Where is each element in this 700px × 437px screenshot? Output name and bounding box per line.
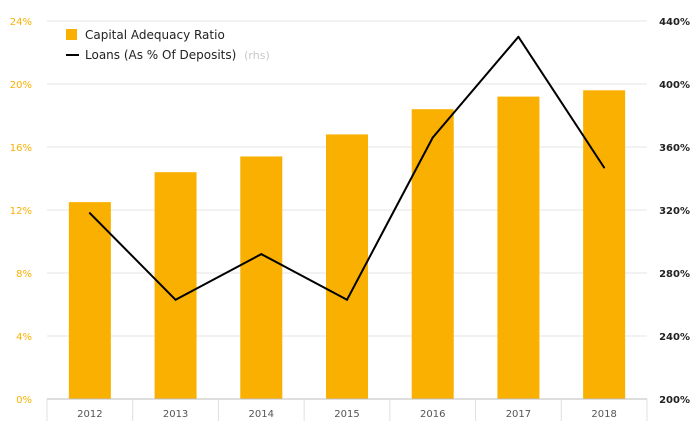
x-tick-label: 2012	[77, 409, 102, 420]
line-point	[88, 212, 91, 215]
bar	[583, 90, 626, 400]
right-y-tick-label: 320%	[659, 206, 690, 217]
right-y-tick-label: 440%	[659, 17, 690, 28]
bar	[68, 202, 111, 399]
left-y-axis: 0% 4% 8% 12% 16% 20% 24%	[10, 17, 32, 406]
legend-label-line-note: (rhs)	[244, 49, 270, 62]
x-tick-label: 2014	[249, 409, 274, 420]
left-y-tick-label: 8%	[16, 269, 32, 280]
bar	[326, 134, 368, 399]
right-y-tick-label: 200%	[659, 395, 690, 406]
x-tick-label: 2016	[420, 409, 445, 420]
x-tick-label: 2018	[591, 409, 616, 420]
right-y-tick-label: 360%	[659, 143, 690, 154]
line-point	[174, 298, 177, 301]
bar	[497, 96, 540, 399]
line-point	[260, 253, 263, 256]
legend-swatch-bar	[66, 29, 77, 40]
x-tick-label: 2015	[334, 409, 359, 420]
line-point	[603, 166, 606, 169]
left-y-tick-label: 0%	[16, 395, 32, 406]
line-point	[346, 298, 348, 301]
line-point	[517, 35, 520, 38]
bar	[411, 109, 454, 399]
right-y-tick-label: 280%	[659, 269, 690, 280]
legend: Capital Adequacy Ratio Loans (As % Of De…	[66, 28, 270, 62]
left-y-tick-label: 4%	[16, 332, 32, 343]
legend-label-line-name: Loans (As % Of Deposits)	[85, 48, 236, 62]
left-y-tick-label: 12%	[10, 206, 32, 217]
x-tick-label: 2013	[163, 409, 188, 420]
left-y-tick-label: 24%	[10, 17, 32, 28]
bar	[240, 156, 283, 399]
line-series	[88, 35, 606, 301]
x-axis: 2012 2013 2014 2015 2016 2017 2018	[46, 398, 648, 421]
left-y-tick-label: 16%	[10, 143, 32, 154]
x-tick-label: 2017	[506, 409, 531, 420]
right-y-axis: 200% 240% 280% 320% 360% 400% 440%	[659, 17, 690, 406]
legend-label-line: Loans (As % Of Deposits) (rhs)	[85, 48, 270, 62]
legend-label-bar: Capital Adequacy Ratio	[85, 28, 225, 42]
bar-series	[68, 90, 626, 400]
right-y-tick-label: 240%	[659, 332, 690, 343]
right-y-tick-label: 400%	[659, 80, 690, 91]
line-point	[431, 136, 434, 139]
left-y-tick-label: 20%	[10, 80, 32, 91]
